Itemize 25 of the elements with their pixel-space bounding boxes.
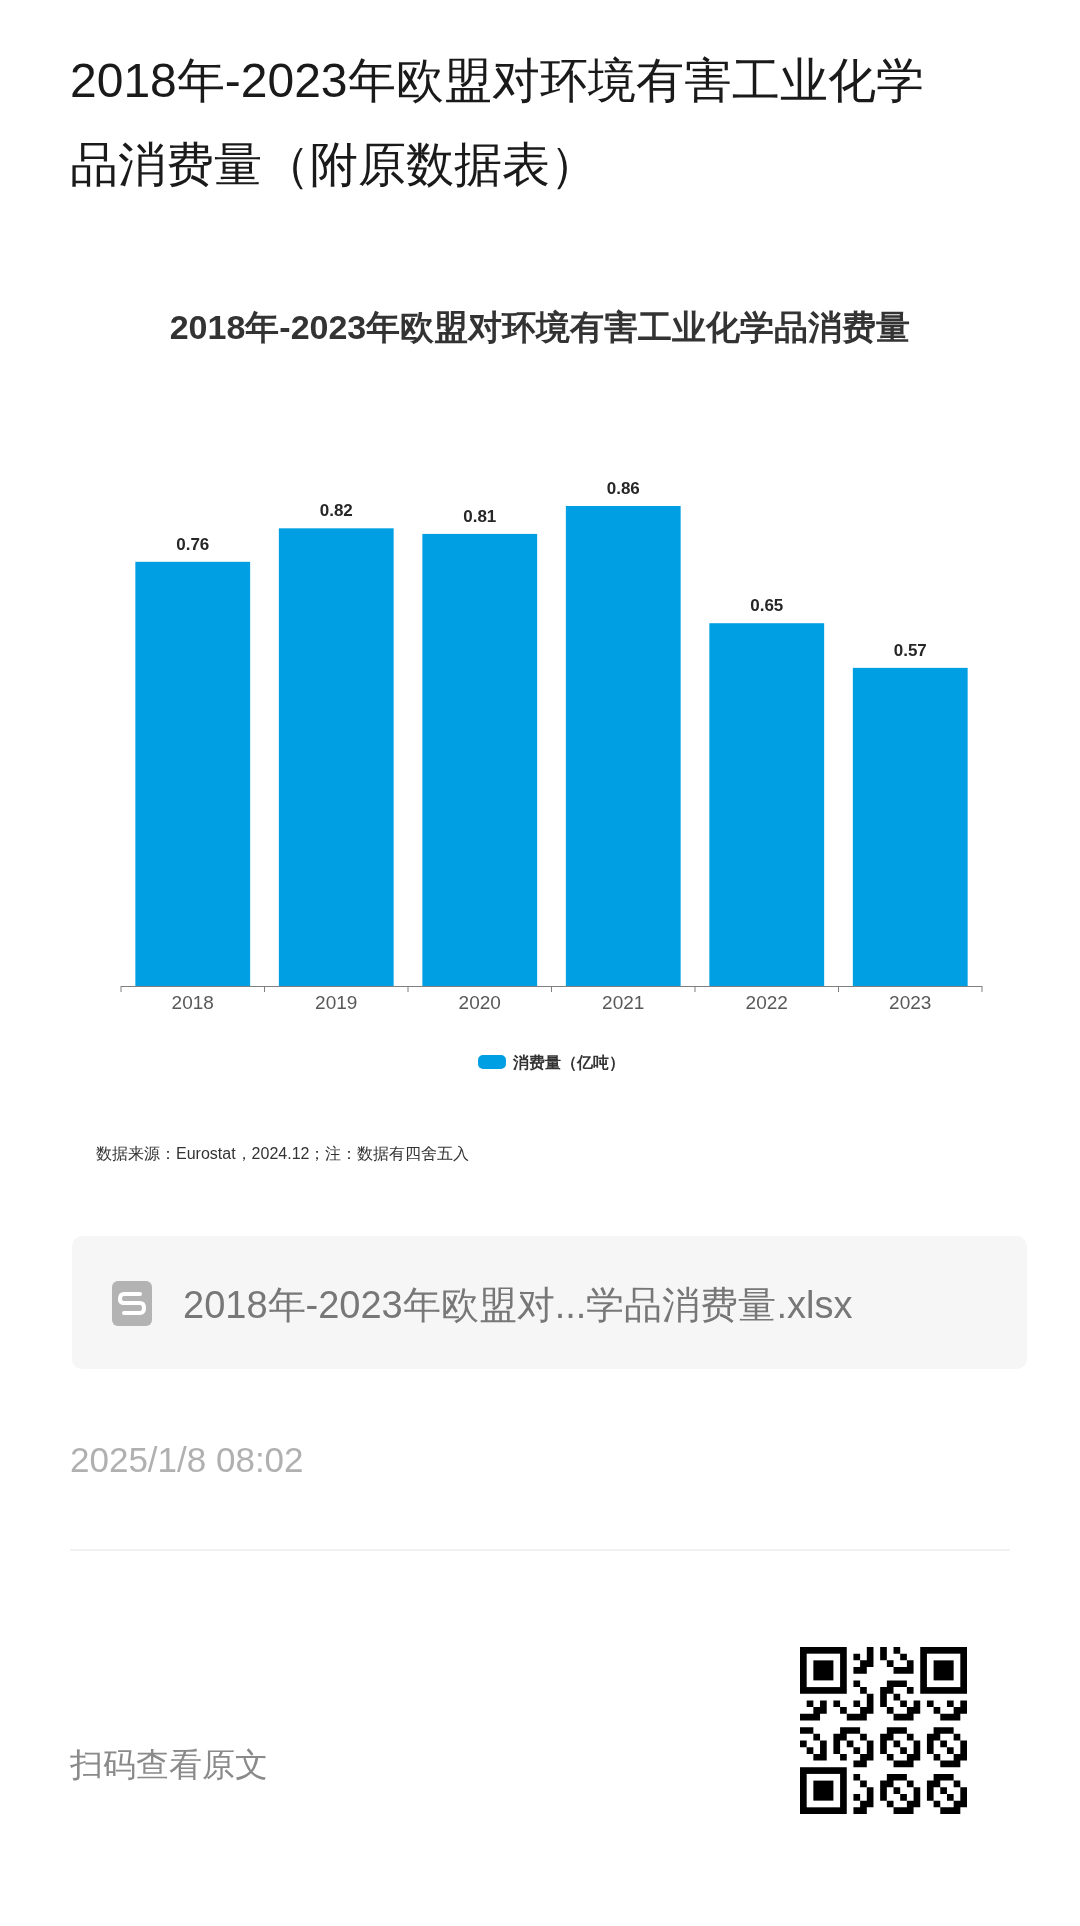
data-label: 0.81 bbox=[463, 506, 497, 526]
text: 2018年-2023年欧盟对...学品消费量.xlsx bbox=[183, 1284, 853, 1326]
text: 2025/1/8 08:02 bbox=[70, 1440, 304, 1479]
legend-label: 消费量（亿吨） bbox=[512, 1054, 625, 1072]
data-label: 0.86 bbox=[606, 479, 640, 498]
x-tick-label: 2022 bbox=[745, 992, 788, 1013]
bar bbox=[709, 623, 825, 986]
x-tick-label: 2020 bbox=[458, 992, 501, 1013]
bar bbox=[565, 506, 681, 986]
x-tick-label: 2018 bbox=[171, 992, 214, 1013]
data-label: 0.82 bbox=[319, 501, 353, 521]
data-label: 0.57 bbox=[893, 640, 927, 660]
x-tick-label: 2023 bbox=[889, 992, 932, 1013]
chart-subtitle: 2018年-2023年欧盟对环境有害工业化学品消费量 bbox=[169, 308, 911, 346]
bar bbox=[135, 561, 251, 986]
chart-title: 2018年-2023年欧盟对环境有害工业化学品消费量（附原数据表） bbox=[70, 54, 924, 191]
source-note: 数据来源：Eurostat，2024.12；注：数据有四舍五入 bbox=[96, 1145, 470, 1162]
bar bbox=[278, 528, 394, 986]
data-label: 0.65 bbox=[750, 596, 784, 616]
x-tick-label: 2019 bbox=[315, 992, 358, 1013]
x-tick-label: 2021 bbox=[602, 992, 645, 1013]
data-label: 0.76 bbox=[176, 534, 210, 554]
bar bbox=[852, 667, 968, 986]
bar bbox=[422, 533, 538, 986]
text: 扫码查看原文 bbox=[69, 1746, 268, 1783]
